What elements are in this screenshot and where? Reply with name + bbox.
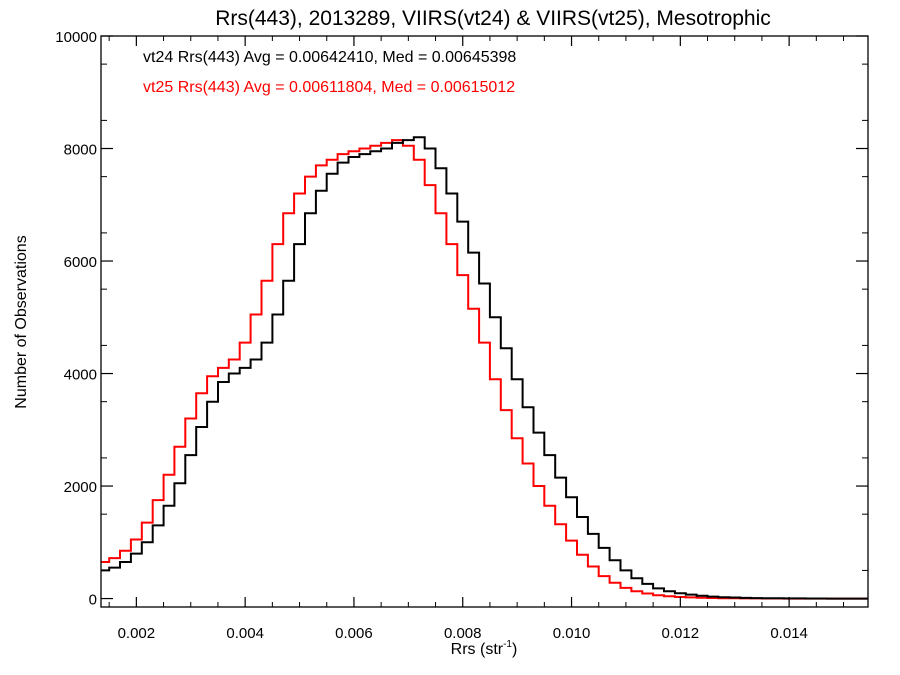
- y-tick-label: 2000: [64, 479, 97, 496]
- y-tick-label: 6000: [64, 254, 97, 271]
- x-tick-label: 0.006: [335, 625, 373, 642]
- annotations: vt24 Rrs(443) Avg = 0.00642410, Med = 0.…: [143, 49, 516, 96]
- annotation-vt25: vt25 Rrs(443) Avg = 0.00611804, Med = 0.…: [143, 79, 515, 96]
- x-axis-title-end: ): [512, 641, 517, 658]
- annotation-vt24: vt24 Rrs(443) Avg = 0.00642410, Med = 0.…: [143, 49, 516, 66]
- y-tick-label: 8000: [64, 142, 97, 159]
- y-axis-title: Number of Observations: [13, 235, 30, 408]
- x-tick-label: 0.002: [118, 625, 156, 642]
- axis-ticks: 0.002 0.004 0.006 0.008 0.010 0.012 0.014 0 2000…: [55, 29, 868, 642]
- x-axis-title-main: Rrs (str: [451, 641, 504, 658]
- x-axis-title-sup: -1: [503, 639, 512, 650]
- series-layer: [101, 136, 868, 600]
- x-tick-label: 0.012: [662, 625, 700, 642]
- x-tick-label: 0.008: [444, 625, 482, 642]
- y-tick-label: 0: [89, 592, 97, 609]
- series-vt24-line: [101, 136, 868, 600]
- x-axis-title: Rrs (str-1): [451, 639, 518, 658]
- chart-title: Rrs(443), 2013289, VIIRS(vt24) & VIIRS(v…: [215, 7, 771, 30]
- y-tick-label: 10000: [55, 29, 97, 46]
- y-tick-label: 4000: [64, 367, 97, 384]
- x-tick-label: 0.004: [226, 625, 264, 642]
- x-tick-label: 0.014: [770, 625, 808, 642]
- series-vt25-line: [101, 139, 868, 600]
- plot-frame: [100, 35, 869, 608]
- x-tick-label: 0.010: [553, 625, 591, 642]
